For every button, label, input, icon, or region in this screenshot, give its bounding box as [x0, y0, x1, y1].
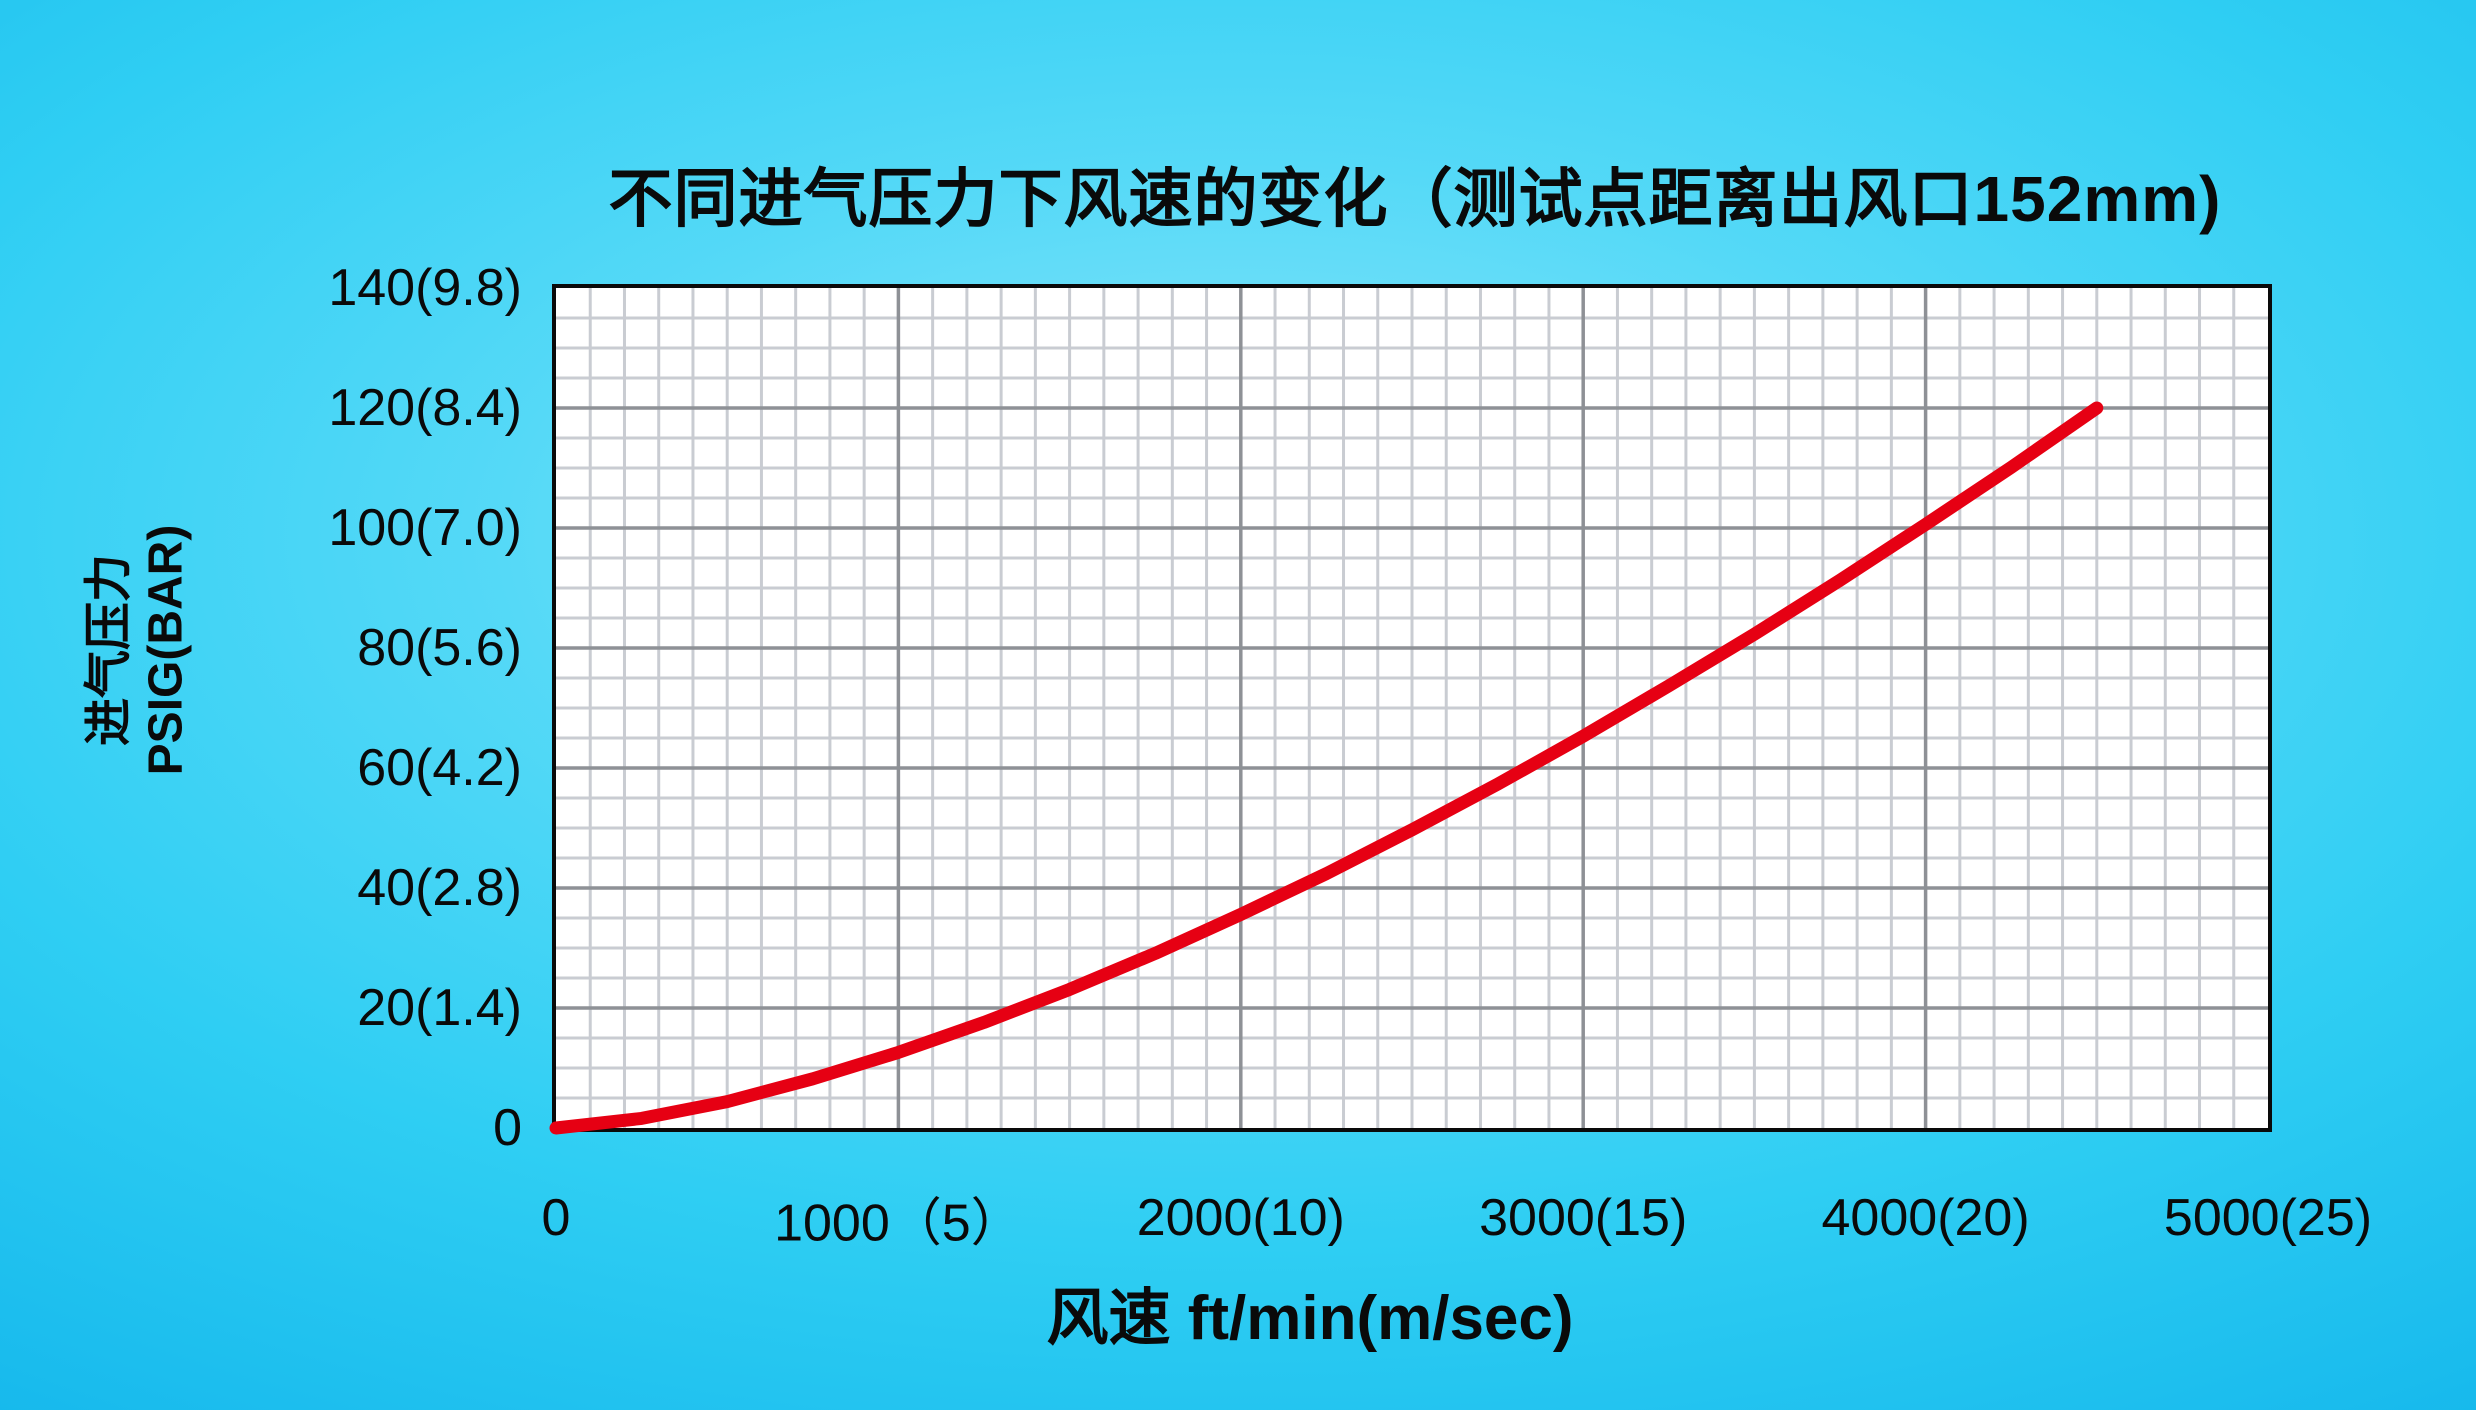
- x-tick-label: 5000(25): [2163, 1189, 2373, 1247]
- y-tick-label: 0: [493, 1099, 522, 1157]
- y-tick-label: 60(4.2): [357, 739, 522, 797]
- x-axis-title: 风速 ft/min(m/sec): [1046, 1284, 1574, 1353]
- y-axis-tick-labels: 0 20(1.4) 40(2.8) 60(4.2) 80(5.6) 100(7.0) 120…: [0, 259, 536, 1157]
- pressure-velocity-curve: [549, 401, 2104, 1135]
- y-tick-label: 140(9.8): [328, 259, 522, 317]
- x-tick-label: 3000(15): [1479, 1189, 1688, 1247]
- y-tick-label: 100(7.0): [328, 499, 522, 557]
- y-tick-label: 20(1.4): [357, 979, 522, 1037]
- y-tick-label: 40(2.8): [357, 859, 522, 917]
- x-tick-label: 0: [541, 1189, 571, 1247]
- x-tick-label: 1000（5）: [774, 1194, 1023, 1253]
- x-tick-label: 2000(10): [1136, 1189, 1345, 1247]
- x-tick-label: 4000(20): [1821, 1189, 2030, 1247]
- chart-title: 不同进气压力下风速的变化（测试点距离出风口152mm): [608, 163, 2222, 235]
- plot-area: [549, 284, 2272, 1135]
- y-tick-label: 120(8.4): [328, 379, 522, 437]
- x-axis-tick-labels: 0 1000（5） 2000(10) 3000(15) 4000(20) 5000(25): [542, 1188, 2373, 1253]
- y-tick-label: 80(5.6): [357, 619, 522, 677]
- plot-canvas: [549, 288, 2268, 1135]
